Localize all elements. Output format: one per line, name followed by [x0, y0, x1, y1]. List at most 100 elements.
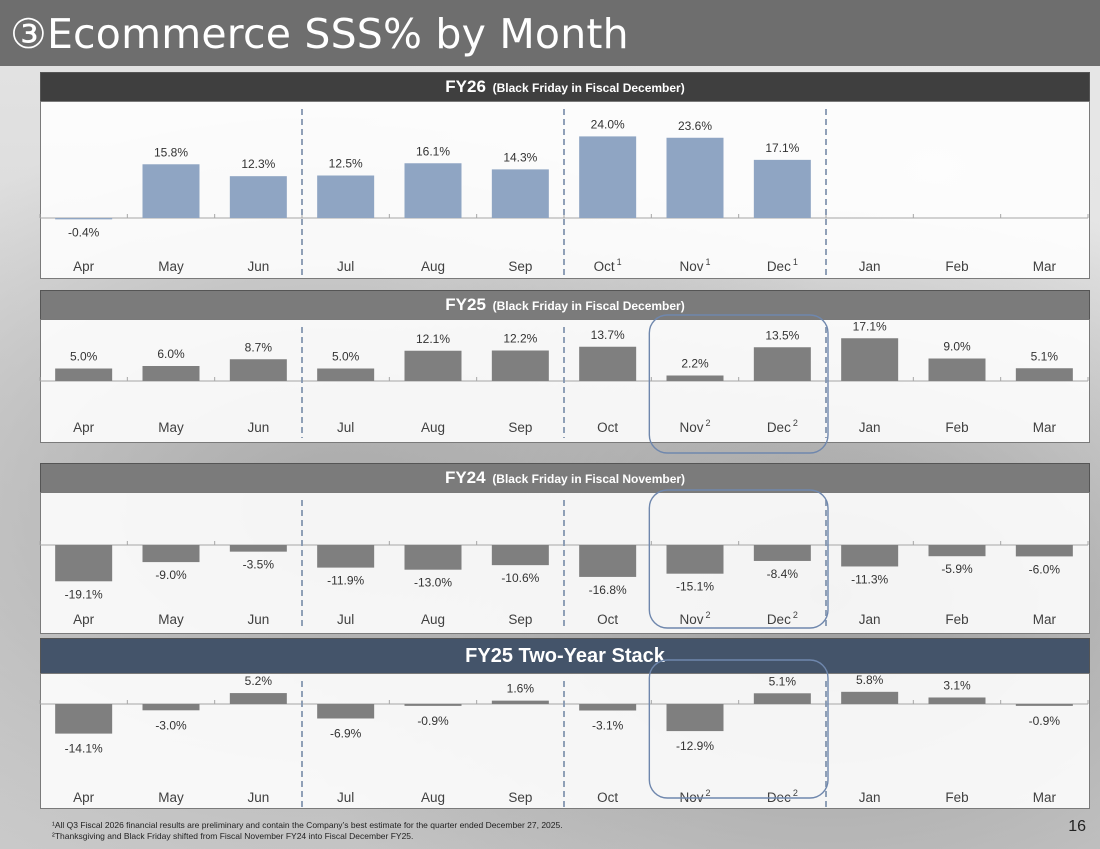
bar-oct — [579, 136, 637, 218]
bar-dec — [753, 693, 811, 704]
category-label-sep: Sep — [508, 612, 532, 627]
category-label-jan: Jan — [859, 420, 881, 435]
bar-nov — [666, 545, 724, 574]
bar-apr — [55, 218, 113, 220]
fy24-header: FY24 (Black Friday in Fiscal November) — [40, 463, 1090, 493]
bar-nov — [666, 137, 724, 218]
category-label-oct: Oct 1 — [594, 257, 622, 274]
value-label-apr: 5.0% — [70, 350, 98, 364]
stack-chart: -14.1% -3.0% 5.2% -6.9% -0.9% 1.6% -3.1% -12.9%… — [39, 659, 1089, 808]
footnote-marker: 2 — [793, 610, 798, 620]
category-label-feb: Feb — [945, 259, 968, 274]
value-label-mar: -0.9% — [1029, 714, 1061, 728]
fy24-panel — [40, 492, 1090, 634]
value-label-may: 15.8% — [154, 145, 188, 159]
footnote-marker: 2 — [706, 610, 711, 620]
bar-jun — [229, 176, 287, 218]
category-label-aug: Aug — [421, 259, 445, 274]
bar-jun — [229, 359, 287, 381]
category-label-sep: Sep — [508, 259, 532, 274]
value-label-dec: 5.1% — [769, 674, 797, 688]
value-label-jan: 5.8% — [856, 673, 884, 687]
fy25-subtitle: (Black Friday in Fiscal December) — [492, 299, 685, 313]
fy26-panel — [40, 101, 1090, 279]
category-label-jun: Jun — [247, 612, 269, 627]
bar-jun — [229, 693, 287, 704]
fy26-subtitle: (Black Friday in Fiscal December) — [492, 81, 685, 95]
category-label-may: May — [158, 259, 184, 274]
value-label-aug: -0.9% — [417, 714, 449, 728]
category-label-nov: Nov 1 — [679, 257, 710, 274]
value-label-feb: 3.1% — [943, 678, 971, 692]
bar-jul — [317, 368, 375, 381]
bar-apr — [55, 368, 113, 381]
category-label-sep: Sep — [508, 420, 532, 435]
value-label-nov: 23.6% — [678, 119, 712, 133]
category-label-mar: Mar — [1033, 259, 1057, 274]
title-bar: ③Ecommerce SSS% by Month — [0, 0, 1100, 66]
value-label-aug: 16.1% — [416, 144, 450, 158]
value-label-sep: 12.2% — [503, 332, 537, 346]
value-label-jun: -3.5% — [243, 558, 275, 572]
bar-may — [142, 366, 200, 381]
category-label-dec: Dec 2 — [767, 788, 798, 805]
value-label-mar: 5.1% — [1031, 349, 1059, 363]
category-label-jan: Jan — [859, 259, 881, 274]
fy25-chart: 5.0% 6.0% 8.7% 5.0% 12.1% 12.2% 13.7% 2.2% 13.5%… — [39, 314, 1089, 454]
value-label-apr: -19.1% — [65, 587, 103, 601]
footnote-1: ¹All Q3 Fiscal 2026 financial results ar… — [52, 820, 563, 830]
value-label-oct: -16.8% — [589, 583, 627, 597]
stack-header: FY25 Two-Year Stack — [40, 638, 1090, 674]
bar-jan — [841, 691, 899, 704]
highlight-box — [648, 314, 829, 454]
category-label-oct: Oct — [597, 612, 618, 627]
bar-jul — [317, 175, 375, 218]
value-label-sep: 1.6% — [507, 682, 535, 696]
value-label-nov: 2.2% — [681, 357, 709, 371]
bar-feb — [928, 358, 986, 381]
value-label-jan: 17.1% — [853, 319, 887, 333]
category-label-may: May — [158, 612, 184, 627]
fy25-title: FY25 — [445, 295, 486, 314]
value-label-sep: 14.3% — [503, 150, 537, 164]
category-label-mar: Mar — [1033, 420, 1057, 435]
footnotes: ¹All Q3 Fiscal 2026 financial results ar… — [52, 820, 563, 842]
value-label-apr: -0.4% — [68, 225, 100, 239]
footnote-marker: 2 — [793, 788, 798, 798]
category-label-nov: Nov 2 — [679, 610, 710, 627]
category-label-jul: Jul — [337, 259, 354, 274]
value-label-dec: 17.1% — [765, 141, 799, 155]
value-label-apr: -14.1% — [65, 742, 103, 756]
bar-jun — [229, 545, 287, 552]
bar-oct — [579, 346, 637, 381]
category-label-nov: Nov 2 — [679, 788, 710, 805]
category-label-may: May — [158, 420, 184, 435]
bar-sep — [491, 700, 549, 704]
bar-oct — [579, 545, 637, 577]
category-label-oct: Oct — [597, 790, 618, 805]
bar-mar — [1015, 545, 1073, 557]
value-label-sep: -10.6% — [501, 571, 539, 585]
value-label-mar: -6.0% — [1029, 562, 1061, 576]
page-number: 16 — [1068, 818, 1086, 835]
category-label-jul: Jul — [337, 790, 354, 805]
value-label-nov: -15.1% — [676, 580, 714, 594]
bar-dec — [753, 347, 811, 381]
category-label-jul: Jul — [337, 612, 354, 627]
category-label-jul: Jul — [337, 420, 354, 435]
value-label-feb: -5.9% — [941, 562, 973, 576]
category-label-mar: Mar — [1033, 612, 1057, 627]
bar-jan — [841, 545, 899, 567]
value-label-jun: 5.2% — [245, 674, 273, 688]
bar-sep — [491, 169, 549, 218]
category-label-jun: Jun — [247, 420, 269, 435]
category-label-jan: Jan — [859, 612, 881, 627]
category-label-aug: Aug — [421, 790, 445, 805]
bar-may — [142, 704, 200, 711]
value-label-jul: 5.0% — [332, 350, 360, 364]
fy24-title: FY24 — [444, 468, 486, 487]
value-label-jul: -6.9% — [330, 726, 362, 740]
value-label-may: -3.0% — [155, 718, 187, 732]
fy26-chart: -0.4% 15.8% 12.3% 12.5% 16.1% 14.3% 24.0% 23.6%… — [39, 109, 1089, 277]
bar-aug — [404, 350, 462, 381]
